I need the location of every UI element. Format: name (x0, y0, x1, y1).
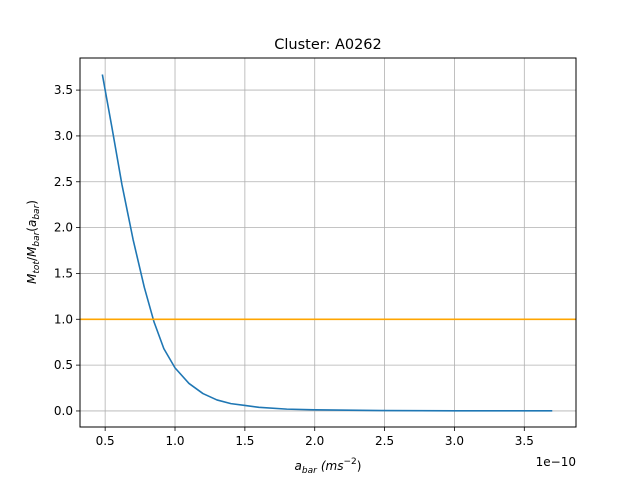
y-tick-label: 0.5 (54, 358, 73, 372)
x-tick-label: 1.0 (165, 434, 184, 448)
y-tick-label: 3.5 (54, 83, 73, 97)
plot-frame (79, 57, 577, 428)
y-tick-label: 3.0 (54, 129, 73, 143)
grid-lines (80, 58, 576, 427)
x-axis-label: abar (ms−2) (295, 457, 362, 476)
y-tick-label: 1.0 (54, 312, 73, 326)
y-tick-label: 2.5 (54, 175, 73, 189)
y-ticks: 0.0 0.5 1.0 1.5 2.0 2.5 3.0 3.5 (54, 83, 80, 418)
x-tick-label: 3.0 (445, 434, 464, 448)
y-tick-label: 1.5 (54, 266, 73, 280)
x-tick-label: 0.5 (96, 434, 115, 448)
y-tick-label: 2.0 (54, 221, 73, 235)
x-tick-label: 1.5 (235, 434, 254, 448)
y-tick-label: 0.0 (54, 404, 73, 418)
x-offset-label: 1e−10 (536, 455, 576, 469)
mass-ratio-curve (101, 74, 553, 412)
y-axis-label: Mtot/Mbar(abar) (25, 200, 42, 284)
data-series (80, 74, 576, 412)
x-ticks: 0.5 1.0 1.5 2.0 2.5 3.0 3.5 (96, 427, 534, 448)
x-tick-label: 2.0 (305, 434, 324, 448)
x-tick-label: 2.5 (375, 434, 394, 448)
chart-title: Cluster: A0262 (274, 37, 382, 53)
x-tick-label: 3.5 (515, 434, 534, 448)
